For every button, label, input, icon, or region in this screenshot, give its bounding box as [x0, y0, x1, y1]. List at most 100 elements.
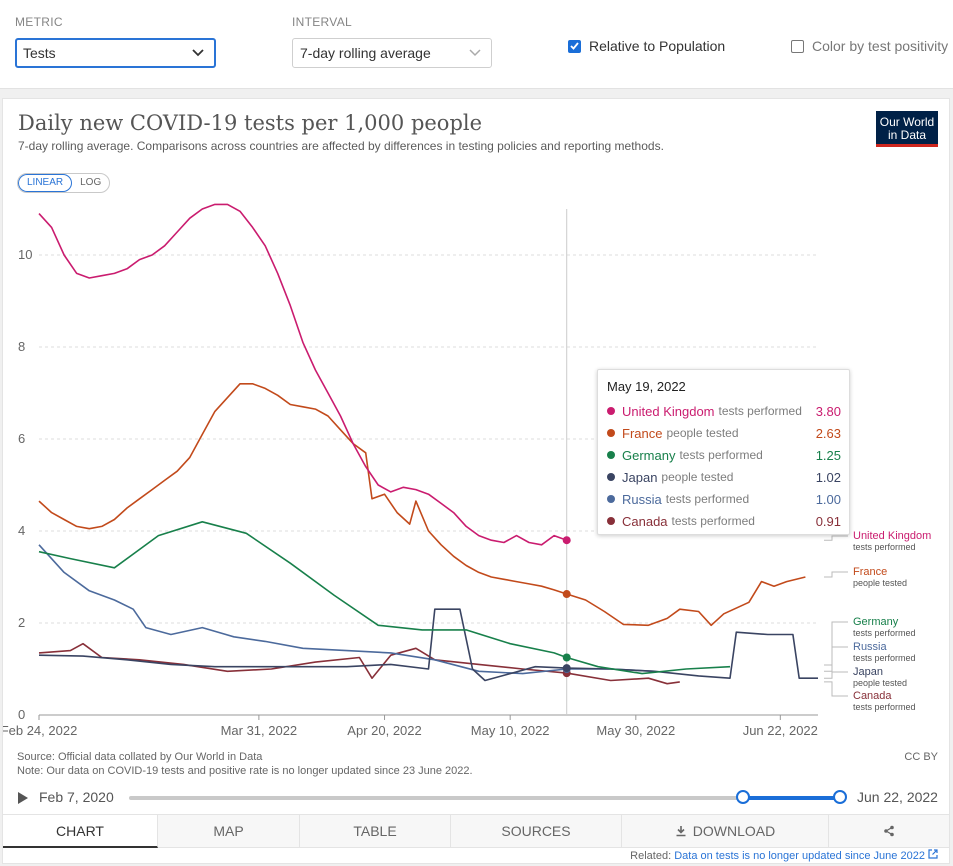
tooltip-row: Germany tests performed 1.25 [607, 444, 841, 466]
label-connector [824, 671, 848, 679]
tooltip-value: 3.80 [815, 403, 841, 419]
hover-point [562, 664, 571, 673]
y-tick-label: 10 [18, 247, 32, 262]
share-icon [884, 825, 894, 837]
interval-select[interactable]: 7-day rolling average [292, 38, 492, 68]
metric-label: METRIC [15, 15, 63, 29]
series-line-united-kingdom [38, 203, 567, 546]
end-label-country: France [853, 566, 887, 578]
timeline-start-date: Feb 7, 2020 [39, 789, 114, 805]
tooltip-country: Russia [622, 491, 662, 507]
x-tick-label: Mar 31, 2022 [221, 723, 298, 738]
x-tick-label: Feb 24, 2022 [3, 723, 77, 738]
tooltip-row: Japan people tested 1.02 [607, 466, 841, 488]
tooltip-rows: United Kingdom tests performed 3.80 France p… [607, 400, 841, 532]
timeline-end-date: Jun 22, 2022 [857, 789, 938, 805]
scale-toggle: LINEAR LOG [17, 173, 111, 193]
color-by-positivity-toggle[interactable]: Color by test positivity [791, 38, 948, 54]
legend-dot-icon [607, 429, 615, 437]
scale-linear-button[interactable]: LINEAR [18, 174, 73, 192]
y-tick-label: 6 [18, 431, 25, 446]
end-label-country: Russia [853, 641, 888, 653]
series-line-germany [38, 521, 731, 675]
label-connector [824, 681, 848, 697]
external-link-icon [928, 849, 938, 859]
tooltip-country: Germany [622, 447, 676, 463]
x-tick-label: May 10, 2022 [471, 723, 550, 738]
tooltip-country: France [622, 425, 663, 441]
chart-subtitle: 7-day rolling average. Comparisons acros… [18, 139, 664, 153]
tab-map[interactable]: MAP [158, 815, 300, 848]
legend-dot-icon [607, 495, 615, 503]
end-label-country: Canada [853, 690, 892, 702]
owid-logo[interactable]: Our World in Data [876, 111, 938, 147]
tab-chart[interactable]: CHART [3, 815, 158, 848]
tooltip-metric: tests performed [665, 492, 750, 506]
hover-point [562, 590, 571, 599]
y-tick-label: 4 [18, 523, 25, 538]
relative-to-population-toggle[interactable]: Relative to Population [568, 38, 725, 54]
tooltip-country: United Kingdom [622, 403, 715, 419]
relative-to-population-label: Relative to Population [589, 38, 726, 54]
related-note: Related: Data on tests is no longer upda… [630, 849, 938, 862]
controls-panel: METRIC Tests INTERVAL 7-day rolling aver… [0, 0, 953, 89]
tooltip-metric: people tested [666, 426, 739, 440]
tooltip-row: Canada tests performed 0.91 [607, 510, 841, 532]
tooltip-value: 2.63 [815, 425, 841, 441]
label-connector [824, 535, 848, 541]
end-label-metric: people tested [853, 678, 907, 688]
tooltip-country: Canada [622, 513, 668, 529]
share-button[interactable] [829, 815, 949, 848]
chevron-down-icon [190, 40, 206, 66]
series-line-russia [38, 544, 655, 675]
tooltip-value: 1.02 [815, 469, 841, 485]
tab-table[interactable]: TABLE [300, 815, 451, 848]
y-tick-label: 2 [18, 615, 25, 630]
tab-sources[interactable]: SOURCES [451, 815, 622, 848]
color-by-positivity-label: Color by test positivity [812, 38, 949, 54]
related-label: Related: [630, 850, 672, 862]
logo-line-1: Our World [879, 115, 935, 129]
scale-log-button[interactable]: LOG [80, 177, 102, 188]
y-tick-label: 8 [18, 339, 25, 354]
timeline-track[interactable] [129, 796, 843, 800]
label-connector [824, 646, 848, 672]
end-label-country: Germany [853, 616, 899, 628]
legend-dot-icon [607, 451, 615, 459]
checkbox-unchecked-icon[interactable] [791, 39, 804, 53]
end-label-country: United Kingdom [853, 530, 931, 542]
tab-bar: CHART MAP TABLE SOURCES DOWNLOAD [3, 814, 949, 848]
hover-point [562, 536, 571, 545]
chart-card: Daily new COVID-19 tests per 1,000 peopl… [2, 98, 950, 864]
label-connector [824, 621, 848, 666]
timeline-start-handle[interactable] [736, 790, 750, 804]
hover-point [562, 653, 571, 662]
tooltip-metric: people tested [661, 470, 734, 484]
tooltip-row: France people tested 2.63 [607, 422, 841, 444]
related-link[interactable]: Data on tests is no longer updated since… [674, 850, 925, 862]
tooltip-metric: tests performed [671, 514, 755, 528]
end-label-metric: tests performed [853, 702, 916, 712]
tab-download[interactable]: DOWNLOAD [622, 815, 829, 848]
source-note: Source: Official data collated by Our Wo… [17, 751, 263, 763]
tooltip-country: Japan [622, 469, 658, 485]
checkbox-checked-icon[interactable] [568, 39, 581, 53]
legend-dot-icon [607, 473, 615, 481]
end-label-metric: people tested [853, 578, 907, 588]
end-label-country: Japan [853, 666, 883, 678]
chart-title: Daily new COVID-19 tests per 1,000 peopl… [18, 111, 483, 135]
tooltip-value: 1.00 [815, 491, 841, 507]
download-label: DOWNLOAD [692, 823, 776, 839]
end-label-metric: tests performed [853, 628, 916, 638]
metric-select[interactable]: Tests [15, 38, 216, 68]
x-tick-label: Jun 22, 2022 [743, 723, 818, 738]
x-tick-label: Apr 20, 2022 [347, 723, 421, 738]
license-label[interactable]: CC BY [904, 751, 938, 763]
tooltip-value: 0.91 [815, 513, 841, 529]
play-icon[interactable] [17, 791, 29, 810]
timeline-end-handle[interactable] [833, 790, 847, 804]
end-label-metric: tests performed [853, 653, 916, 663]
timeline-selected-range[interactable] [743, 796, 840, 800]
label-connector [824, 571, 848, 578]
tooltip-metric: tests performed [679, 448, 763, 462]
